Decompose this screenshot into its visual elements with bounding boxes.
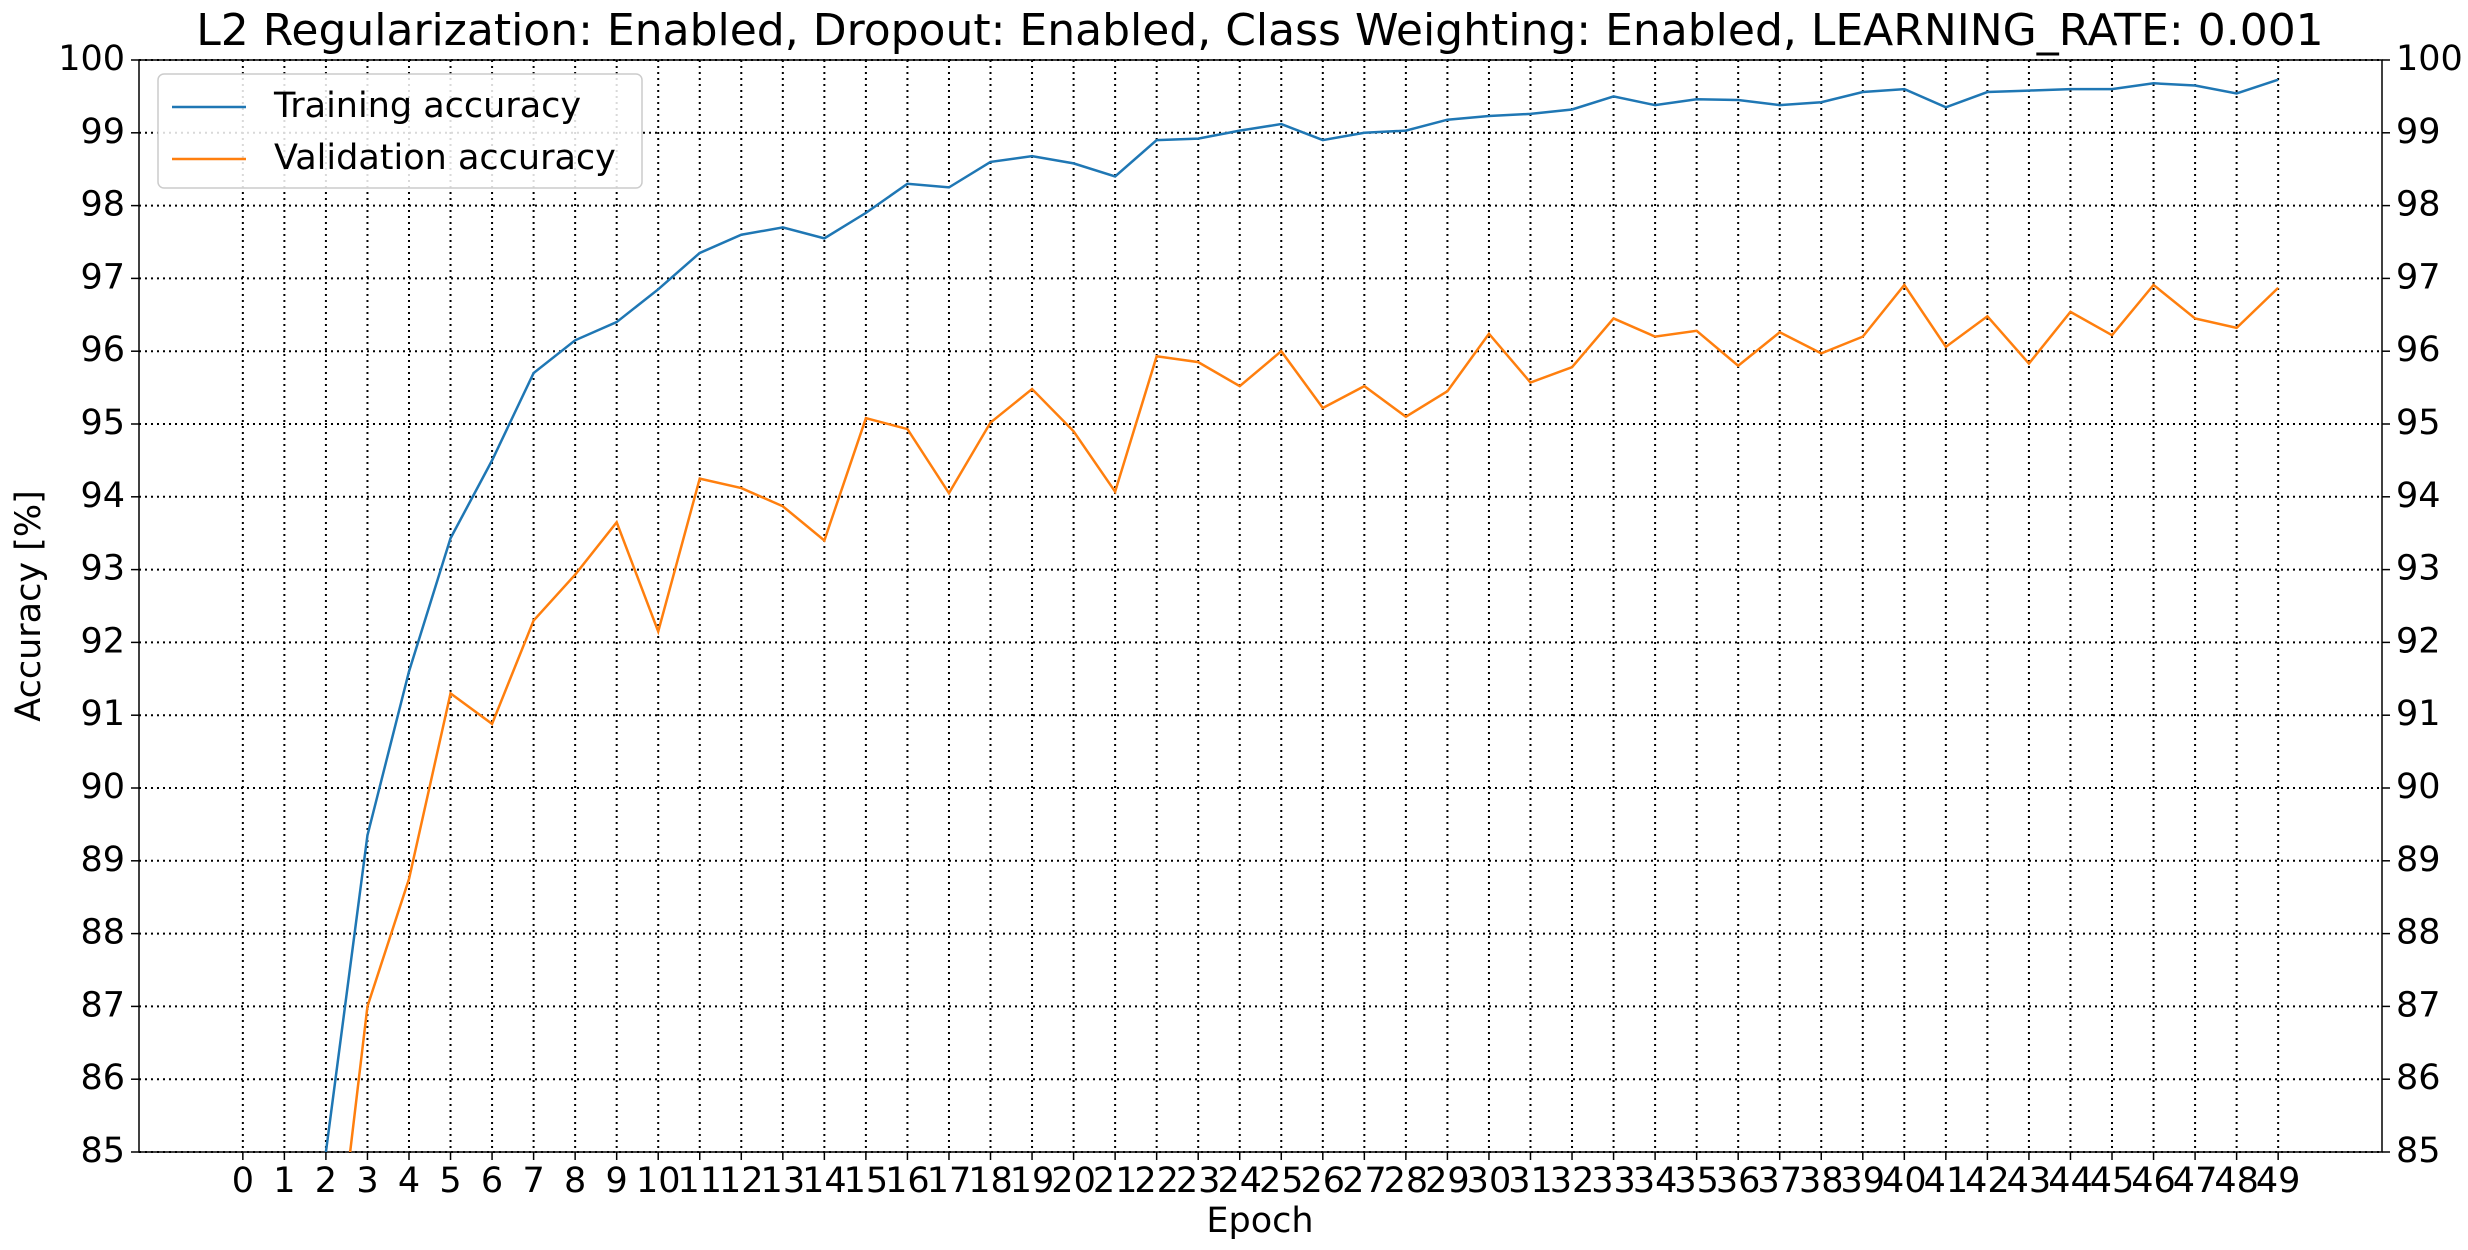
x-tick-label: 13 xyxy=(761,1161,806,1201)
y2-tick-label: 95 xyxy=(2396,403,2441,443)
y2-tick-label: 88 xyxy=(2396,913,2441,953)
x-tick-label: 30 xyxy=(1467,1161,1512,1201)
y-tick-label: 94 xyxy=(80,476,125,516)
x-tick-label: 2 xyxy=(315,1161,337,1201)
x-tick-label: 23 xyxy=(1176,1161,1221,1201)
x-tick-label: 28 xyxy=(1384,1161,1429,1201)
plot-area xyxy=(324,78,2280,1152)
x-tick-label: 17 xyxy=(927,1161,972,1201)
legend-label: Training accuracy xyxy=(273,86,581,126)
x-tick-label: 15 xyxy=(844,1161,889,1201)
y2-tick-label: 97 xyxy=(2396,257,2441,297)
y-tick-label: 90 xyxy=(80,767,125,807)
y2-tick-label: 94 xyxy=(2396,476,2441,516)
data-line xyxy=(324,78,2279,1152)
y2-tick-label: 85 xyxy=(2396,1131,2441,1171)
x-tick-label: 22 xyxy=(1134,1161,1179,1201)
y-tick-label: 87 xyxy=(80,985,125,1025)
x-tick-label: 5 xyxy=(439,1161,461,1201)
x-tick-label: 7 xyxy=(522,1161,544,1201)
legend-label: Validation accuracy xyxy=(274,138,616,178)
x-tick-label: 0 xyxy=(232,1161,254,1201)
x-tick-label: 26 xyxy=(1301,1161,1346,1201)
x-tick-label: 35 xyxy=(1674,1161,1719,1201)
y2-tick-label: 86 xyxy=(2396,1058,2441,1098)
x-tick-label: 42 xyxy=(1965,1161,2010,1201)
x-axis-label: Epoch xyxy=(1206,1201,1313,1241)
x-tick-label: 3 xyxy=(356,1161,378,1201)
x-tick-label: 31 xyxy=(1508,1161,1553,1201)
x-tick-label: 29 xyxy=(1425,1161,1470,1201)
x-tick-label: 6 xyxy=(481,1161,503,1201)
y-tick-label: 91 xyxy=(80,694,125,734)
x-tick-label: 11 xyxy=(677,1161,722,1201)
y2-tick-label: 98 xyxy=(2396,185,2441,225)
x-tick-label: 1 xyxy=(273,1161,295,1201)
x-tick-label: 12 xyxy=(719,1161,764,1201)
x-tick-label: 41 xyxy=(1924,1161,1969,1201)
y2-tick-label: 100 xyxy=(2396,39,2463,79)
y2-tick-label: 90 xyxy=(2396,767,2441,807)
legend-frame xyxy=(157,73,643,189)
x-tick-label: 18 xyxy=(968,1161,1013,1201)
x-tick-label: 32 xyxy=(1550,1161,1595,1201)
x-tick-label: 48 xyxy=(2214,1161,2259,1201)
x-tick-label: 4 xyxy=(398,1161,420,1201)
y-tick-label: 97 xyxy=(80,257,125,297)
x-tick-label: 33 xyxy=(1591,1161,1636,1201)
x-tick-label: 38 xyxy=(1799,1161,1844,1201)
plot-frame xyxy=(138,59,2383,1153)
data-line xyxy=(348,282,2280,1152)
y2-tick-label: 96 xyxy=(2396,330,2441,370)
x-tick-label: 45 xyxy=(2090,1161,2135,1201)
y2-tick-label: 89 xyxy=(2396,840,2441,880)
y-tick-label: 100 xyxy=(58,39,125,79)
x-tick-label: 27 xyxy=(1342,1161,1387,1201)
y-tick-label: 92 xyxy=(80,621,125,661)
x-tick-label: 10 xyxy=(636,1161,681,1201)
x-tick-label: 9 xyxy=(606,1161,628,1201)
x-tick-label: 25 xyxy=(1259,1161,1304,1201)
y-tick-label: 95 xyxy=(80,403,125,443)
x-tick-label: 39 xyxy=(1841,1161,1886,1201)
x-tick-label: 37 xyxy=(1757,1161,1802,1201)
y-tick-label: 99 xyxy=(80,112,125,152)
x-tick-label: 49 xyxy=(2256,1161,2301,1201)
x-tick-label: 8 xyxy=(564,1161,586,1201)
legend: Training accuracy Validation accuracy xyxy=(157,73,643,189)
y-tick-label: 93 xyxy=(80,549,125,589)
y-tick-label: 89 xyxy=(80,840,125,880)
y-tick-label: 88 xyxy=(80,913,125,953)
x-tick-label: 36 xyxy=(1716,1161,1761,1201)
x-tick-label: 46 xyxy=(2131,1161,2176,1201)
x-tick-label: 24 xyxy=(1217,1161,1262,1201)
x-tick-label: 44 xyxy=(2048,1161,2093,1201)
x-tick-label: 21 xyxy=(1093,1161,1138,1201)
x-tick-label: 43 xyxy=(2007,1161,2052,1201)
x-tick-label: 47 xyxy=(2173,1161,2218,1201)
x-tick-label: 14 xyxy=(802,1161,847,1201)
x-tick-label: 16 xyxy=(885,1161,930,1201)
y-tick-label: 85 xyxy=(80,1131,125,1171)
y2-tick-label: 87 xyxy=(2396,985,2441,1025)
chart-title: L2 Regularization: Enabled, Dropout: Ena… xyxy=(196,5,2323,56)
y-axis-label: Accuracy [%] xyxy=(9,490,49,721)
y-tick-label: 98 xyxy=(80,185,125,225)
y2-tick-label: 99 xyxy=(2396,112,2441,152)
x-tick-label: 34 xyxy=(1633,1161,1678,1201)
y-tick-label: 86 xyxy=(80,1058,125,1098)
y2-tick-label: 93 xyxy=(2396,549,2441,589)
x-tick-label: 20 xyxy=(1051,1161,1096,1201)
y2-tick-label: 91 xyxy=(2396,694,2441,734)
y-tick-label: 96 xyxy=(80,330,125,370)
y2-tick-label: 92 xyxy=(2396,621,2441,661)
x-tick-label: 40 xyxy=(1882,1161,1927,1201)
x-tick-label: 19 xyxy=(1010,1161,1055,1201)
